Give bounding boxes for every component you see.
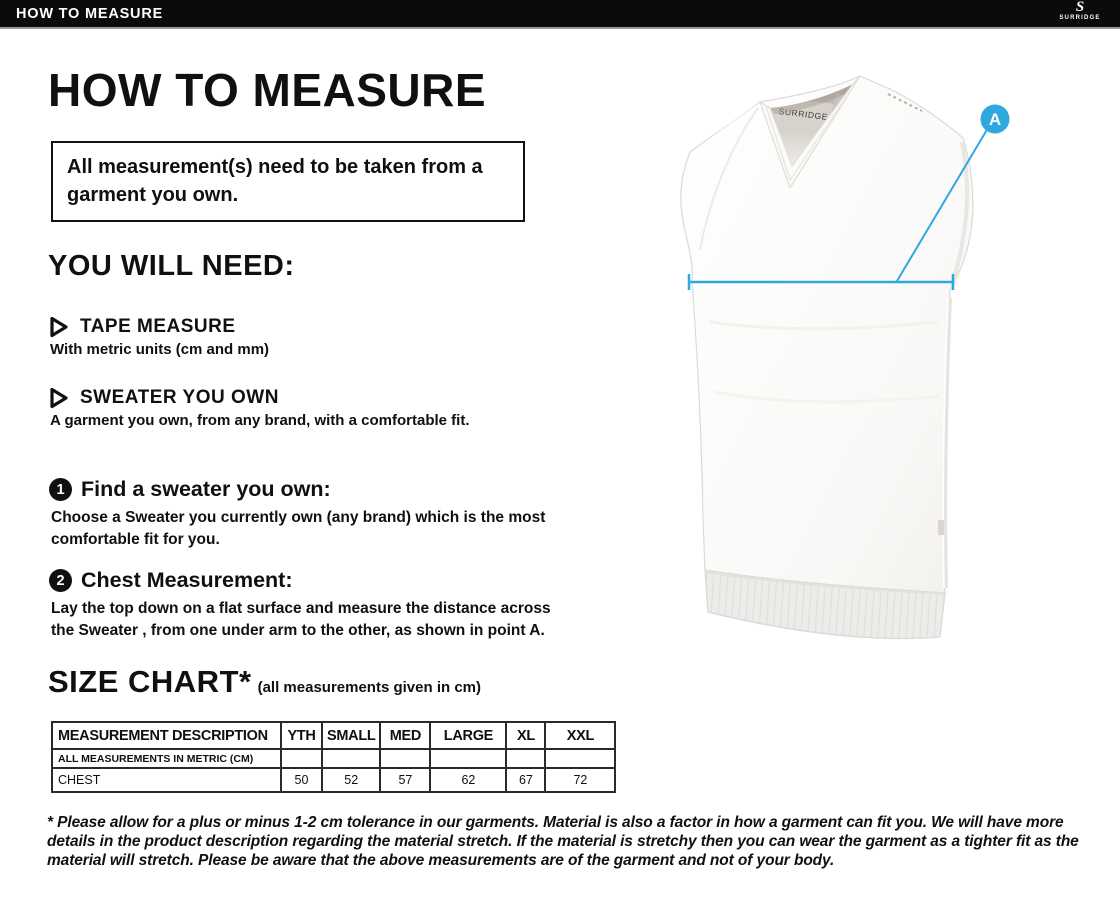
size-chart-table: MEASUREMENT DESCRIPTION YTH SMALL MED LA…: [51, 721, 617, 793]
point-a-circle: [980, 104, 1010, 134]
need-item-description: With metric units (cm and mm): [50, 341, 270, 358]
table-cell: [379, 748, 432, 769]
table-header-cell: XL: [505, 721, 547, 750]
you-will-need-heading: YOU WILL NEED:: [48, 250, 295, 282]
triangle-bullet-icon: [50, 387, 68, 409]
step-2: 2 Chest Measurement: Lay the top down on…: [49, 568, 566, 642]
table-cell: [280, 748, 323, 769]
table-header-cell: MEASUREMENT DESCRIPTION: [51, 721, 282, 750]
notice-text: All measurement(s) need to be taken from…: [67, 156, 483, 206]
step-number-badge: 1: [49, 478, 72, 501]
table-header-cell: XXL: [544, 721, 617, 750]
need-item-tape-measure: TAPE MEASURE With metric units (cm and m…: [49, 316, 269, 358]
surridge-logo: S SURRIDGE: [1048, 0, 1112, 21]
left-armhole-crease: [699, 107, 759, 251]
sweater-vest-diagram: SURRIDGE A: [680, 75, 1010, 640]
page-title: HOW TO MEASURE: [48, 64, 487, 116]
table-cell: [320, 748, 382, 769]
left-shoulder-piping: [691, 103, 761, 155]
shoulder-stitching: [887, 93, 923, 112]
side-seam-shadow: [943, 297, 952, 589]
size-chart-heading: SIZE CHART* (all measurements given in cm…: [48, 664, 481, 700]
table-cell: CHEST: [51, 767, 282, 793]
size-chart-subtitle: (all measurements given in cm): [257, 679, 481, 696]
table-header-cell: MED: [379, 721, 432, 750]
right-armhole-shadow: [950, 141, 970, 287]
need-item-title: SWEATER YOU OWN: [80, 387, 279, 408]
table-header-cell: SMALL: [320, 721, 382, 750]
point-a-marker: A: [980, 104, 1010, 134]
hem-band: [704, 569, 946, 640]
notice-box: All measurement(s) need to be taken from…: [51, 141, 525, 223]
size-chart-title: SIZE CHART*: [48, 664, 252, 699]
sweater-vest-image: SURRIDGE: [680, 75, 974, 640]
table-cell: [505, 748, 547, 769]
surridge-logo-icon: S: [1075, 0, 1085, 15]
table-cell: 50: [280, 767, 323, 793]
table-cell: 52: [320, 767, 382, 793]
table-cell: 62: [429, 767, 508, 793]
surridge-logo-text: SURRIDGE: [1059, 15, 1101, 21]
side-tag: [938, 520, 944, 535]
v-neck-collar: [759, 75, 861, 189]
need-item-title: TAPE MEASURE: [80, 316, 236, 337]
top-bar: HOW TO MEASURE S SURRIDGE: [0, 0, 1120, 29]
pointer-line: [896, 127, 989, 282]
chest-wrinkle: [714, 390, 941, 404]
need-item-sweater: SWEATER YOU OWN A garment you own, from …: [49, 387, 469, 429]
step-1: 1 Find a sweater you own: Choose a Sweat…: [49, 477, 566, 551]
step-description: Lay the top down on a flat surface and m…: [51, 600, 551, 639]
table-cell: 72: [544, 767, 617, 793]
tolerance-footnote: * Please allow for a plus or minus 1-2 c…: [47, 814, 1079, 870]
vest-body: [680, 75, 974, 640]
table-cell: [544, 748, 617, 769]
table-row-metric: ALL MEASUREMENTS IN METRIC (CM): [51, 748, 617, 769]
step-title: Find a sweater you own:: [81, 477, 331, 501]
table-cell: [429, 748, 508, 769]
need-item-description: A garment you own, from any brand, with …: [50, 412, 470, 429]
table-cell: 57: [379, 767, 432, 793]
collar-shadow: [770, 84, 853, 114]
table-row-chest: CHEST 50 52 57 62 67 72: [51, 767, 617, 793]
point-a-label: A: [989, 110, 1001, 129]
side-seam-piping: [942, 297, 949, 589]
step-number-badge: 2: [49, 569, 72, 592]
collar-fold-line: [765, 80, 858, 182]
table-header-row: MEASUREMENT DESCRIPTION YTH SMALL MED LA…: [51, 721, 617, 750]
chest-wrinkle: [709, 320, 939, 331]
step-description: Choose a Sweater you currently own (any …: [51, 509, 546, 548]
triangle-bullet-icon: [50, 316, 68, 338]
table-header-cell: LARGE: [429, 721, 508, 750]
table-header-cell: YTH: [280, 721, 323, 750]
hem-seam: [704, 571, 945, 595]
table-cell: 67: [505, 767, 547, 793]
table-cell: ALL MEASUREMENTS IN METRIC (CM): [51, 748, 282, 769]
step-title: Chest Measurement:: [81, 568, 293, 592]
top-bar-title: HOW TO MEASURE: [16, 5, 164, 22]
chest-measurement-annotation: [687, 127, 989, 290]
